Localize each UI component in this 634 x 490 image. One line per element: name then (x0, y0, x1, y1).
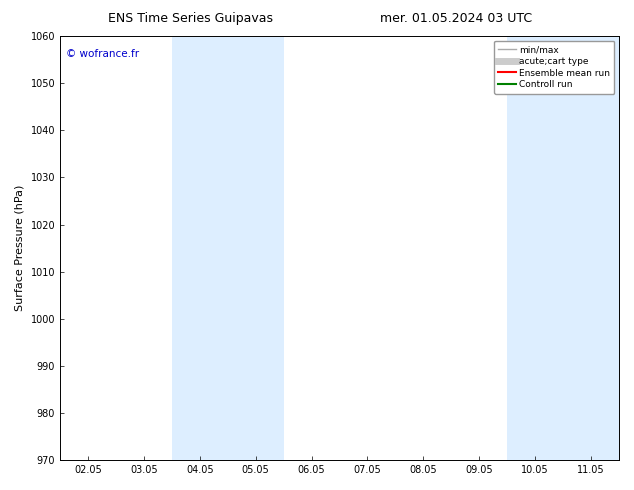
Text: © wofrance.fr: © wofrance.fr (66, 49, 139, 59)
Bar (172, 36, 283, 460)
Legend: min/max, acute;cart type, Ensemble mean run, Controll run: min/max, acute;cart type, Ensemble mean … (494, 41, 614, 94)
Text: mer. 01.05.2024 03 UTC: mer. 01.05.2024 03 UTC (380, 12, 533, 25)
Bar (507, 36, 619, 460)
Text: ENS Time Series Guipavas: ENS Time Series Guipavas (108, 12, 273, 25)
Y-axis label: Surface Pressure (hPa): Surface Pressure (hPa) (15, 185, 25, 311)
